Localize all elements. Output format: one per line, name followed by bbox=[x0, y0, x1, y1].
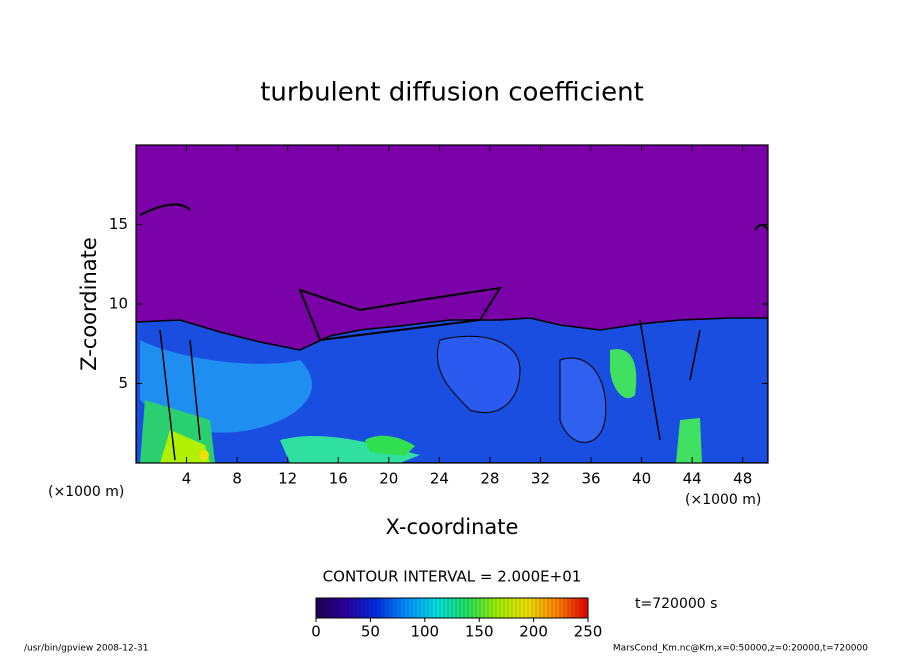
x-tick-label: 44 bbox=[683, 470, 702, 488]
y-axis-label: Z-coordinate bbox=[77, 237, 101, 371]
x-tick-label: 40 bbox=[632, 470, 651, 488]
y-unit: (×1000 m) bbox=[48, 484, 124, 500]
colorbar-tick-label: 0 bbox=[311, 623, 321, 641]
contour-interval: CONTOUR INTERVAL = 2.000E+01 bbox=[323, 568, 582, 586]
colorbar-tick-label: 200 bbox=[519, 623, 548, 641]
x-tick-label: 24 bbox=[430, 470, 449, 488]
colorbar-tick-label: 150 bbox=[465, 623, 494, 641]
footer-right: MarsCond_Km.nc@Km,x=0:50000,z=0:20000,t=… bbox=[613, 644, 868, 654]
x-unit: (×1000 m) bbox=[685, 492, 761, 508]
y-tick-label: 10 bbox=[109, 295, 128, 313]
x-tick-label: 16 bbox=[329, 470, 348, 488]
footer-left: /usr/bin/gpview 2008-12-31 bbox=[24, 644, 148, 654]
x-tick-label: 28 bbox=[480, 470, 499, 488]
x-tick-label: 12 bbox=[278, 470, 297, 488]
x-tick-label: 32 bbox=[531, 470, 550, 488]
y-tick-label: 15 bbox=[109, 215, 128, 233]
x-tick-label: 36 bbox=[581, 470, 600, 488]
colorbar-tick-label: 50 bbox=[361, 623, 380, 641]
contour-field bbox=[136, 145, 768, 463]
chart-title: turbulent diffusion coefficient bbox=[260, 78, 644, 108]
colorbar-tick-label: 100 bbox=[410, 623, 439, 641]
colorbar bbox=[315, 597, 589, 619]
y-tick-label: 5 bbox=[118, 374, 128, 392]
colorbar-tick-label: 250 bbox=[574, 623, 603, 641]
x-axis-label: X-coordinate bbox=[386, 515, 519, 539]
x-tick-label: 20 bbox=[379, 470, 398, 488]
x-tick-label: 48 bbox=[733, 470, 752, 488]
x-tick-label: 8 bbox=[232, 470, 242, 488]
time-label: t=720000 s bbox=[635, 596, 717, 612]
x-tick-label: 4 bbox=[182, 470, 192, 488]
